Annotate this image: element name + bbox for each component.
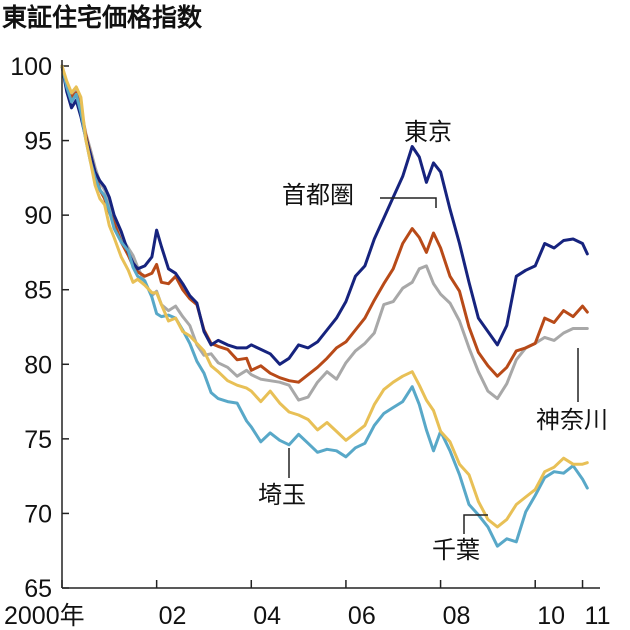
x-tick-label: 11 [585, 602, 611, 630]
series-line [60, 64, 589, 384]
y-tick-label: 100 [10, 53, 52, 81]
x-tick-label: 08 [443, 602, 471, 630]
y-tick-label: 65 [24, 575, 52, 603]
leader-shutoken [380, 197, 437, 208]
y-tick-label: 75 [24, 426, 52, 454]
chart-title: 東証住宅価格指数 [2, 3, 203, 32]
leader-chiba [463, 514, 488, 534]
y-tick-label: 95 [24, 128, 52, 156]
series-line [60, 64, 589, 529]
y-tick-label: 85 [24, 277, 52, 305]
series-lines [60, 64, 589, 548]
label-shutoken: 首都圏 [282, 181, 354, 209]
x-tick-label: 06 [348, 602, 376, 630]
x-axis-ticks: 2000年 02 04 06 08 10 11 [4, 580, 610, 630]
y-tick-label: 80 [24, 351, 52, 379]
x-tick-label: 2000年 [4, 602, 85, 630]
label-tokyo: 東京 [404, 118, 452, 146]
x-tick-label: 04 [253, 602, 281, 630]
label-kanagawa: 神奈川 [536, 406, 608, 434]
label-saitama: 埼玉 [258, 481, 306, 509]
y-tick-label: 70 [24, 500, 52, 528]
series-line [60, 64, 589, 402]
y-axis-ticks: 100 95 90 85 80 75 70 65 [10, 53, 69, 603]
label-chiba: 千葉 [432, 536, 480, 564]
x-tick-label: 02 [159, 602, 187, 630]
series-line [60, 64, 589, 548]
x-tick-label: 10 [537, 602, 565, 630]
series-line [60, 64, 589, 366]
y-tick-label: 90 [24, 202, 52, 230]
